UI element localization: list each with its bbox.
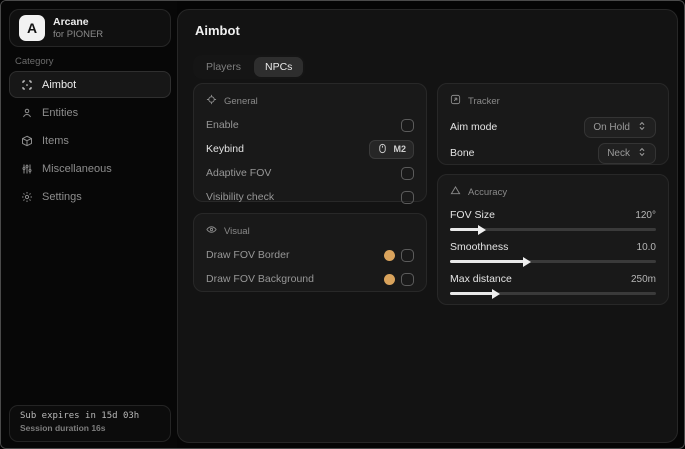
page-title: Aimbot <box>195 23 240 38</box>
draw-fov-background-label: Draw FOV Background <box>206 273 314 285</box>
target-tabs: Players NPCs <box>193 55 306 79</box>
app-subtitle: for PIONER <box>53 28 104 40</box>
radar-person-icon <box>20 107 33 119</box>
max-distance-label: Max distance <box>450 273 512 285</box>
subscription-info-card: Sub expires in 15d 03h Session duration … <box>9 405 171 442</box>
fov-background-color-swatch[interactable] <box>384 273 395 285</box>
visibility-check-label: Visibility check <box>206 191 275 203</box>
max-distance-slider-block: Max distance 250m <box>450 272 656 299</box>
smoothness-slider[interactable] <box>450 256 656 267</box>
keybind-label: Keybind <box>206 143 244 155</box>
tracker-card: Tracker Aim mode On Hold Bone Neck <box>437 83 669 165</box>
sidebar-item-label: Settings <box>42 190 82 203</box>
app-name: Arcane <box>53 15 89 28</box>
slider-thumb[interactable] <box>523 256 532 267</box>
card-title: Visual <box>224 225 250 237</box>
fov-size-value: 120° <box>635 209 656 221</box>
card-title: Accuracy <box>468 186 508 198</box>
crosshair-scan-icon <box>20 79 33 91</box>
enable-label: Enable <box>206 119 239 131</box>
category-label: Category <box>15 56 54 67</box>
sidebar-nav: Aimbot Entities Items <box>9 71 171 211</box>
draw-fov-border-checkbox[interactable] <box>401 248 414 262</box>
fov-size-slider[interactable] <box>450 224 656 235</box>
sidebar-item-label: Aimbot <box>42 78 77 91</box>
adaptive-fov-label: Adaptive FOV <box>206 167 272 179</box>
card-title: Tracker <box>468 95 500 107</box>
slider-thumb[interactable] <box>477 224 486 235</box>
sidebar-item-label: Entities <box>42 106 79 119</box>
visibility-check-checkbox[interactable] <box>401 190 414 204</box>
smoothness-value: 10.0 <box>636 241 656 253</box>
sidebar-item-items[interactable]: Items <box>9 127 171 154</box>
app-header-card: A Arcane for PIONER <box>9 9 171 47</box>
fov-size-label: FOV Size <box>450 209 495 221</box>
visual-card: Visual Draw FOV Border Draw FOV Backgrou… <box>193 213 427 292</box>
aim-mode-select[interactable]: On Hold <box>584 116 656 138</box>
aim-mode-value: On Hold <box>593 121 630 133</box>
slider-thumb[interactable] <box>492 288 501 299</box>
fov-size-slider-block: FOV Size 120° <box>450 208 656 235</box>
triangle-icon <box>450 185 461 199</box>
bone-label: Bone <box>450 147 475 159</box>
enable-checkbox[interactable] <box>401 118 414 132</box>
draw-fov-background-checkbox[interactable] <box>401 272 414 286</box>
box-icon <box>20 135 33 147</box>
gear-icon[interactable] <box>148 22 161 35</box>
general-card: General Enable Keybind M2 <box>193 83 427 204</box>
bone-select[interactable]: Neck <box>598 142 656 164</box>
smoothness-slider-block: Smoothness 10.0 <box>450 240 656 267</box>
sidebar-item-label: Miscellaneous <box>42 162 112 175</box>
keybind-button[interactable]: M2 <box>369 139 414 159</box>
gear-icon <box>20 191 33 203</box>
session-duration-text: Session duration 16s <box>20 423 106 433</box>
draw-fov-border-label: Draw FOV Border <box>206 249 290 261</box>
sidebar-item-entities[interactable]: Entities <box>9 99 171 126</box>
crosshair-icon <box>206 94 217 108</box>
adaptive-fov-checkbox[interactable] <box>401 166 414 180</box>
app-logo: A <box>19 15 45 41</box>
tab-players[interactable]: Players <box>206 61 242 73</box>
keybind-value: M2 <box>393 144 406 154</box>
bone-value: Neck <box>607 147 630 159</box>
mouse-icon <box>377 143 388 156</box>
accuracy-card: Accuracy FOV Size 120° Smoothness 10.0 <box>437 174 669 305</box>
max-distance-value: 250m <box>630 273 656 285</box>
eye-icon <box>206 224 217 238</box>
sliders-icon <box>20 163 33 175</box>
sub-expiry-text: Sub expires in 15d 03h <box>20 411 140 421</box>
sidebar: A Arcane for PIONER Category <box>1 1 177 448</box>
expand-icon <box>637 121 647 134</box>
max-distance-slider[interactable] <box>450 288 656 299</box>
card-title: General <box>224 95 258 107</box>
tab-npcs[interactable]: NPCs <box>254 57 304 77</box>
sidebar-item-miscellaneous[interactable]: Miscellaneous <box>9 155 171 182</box>
expand-icon <box>637 147 647 160</box>
main-panel: Aimbot Players NPCs General Enable <box>177 9 678 443</box>
sidebar-item-aimbot[interactable]: Aimbot <box>9 71 171 98</box>
tracker-icon <box>450 94 461 108</box>
aim-mode-label: Aim mode <box>450 121 498 133</box>
smoothness-label: Smoothness <box>450 241 509 253</box>
sidebar-item-label: Items <box>42 134 69 147</box>
sidebar-item-settings[interactable]: Settings <box>9 183 171 210</box>
fov-border-color-swatch[interactable] <box>384 249 395 261</box>
